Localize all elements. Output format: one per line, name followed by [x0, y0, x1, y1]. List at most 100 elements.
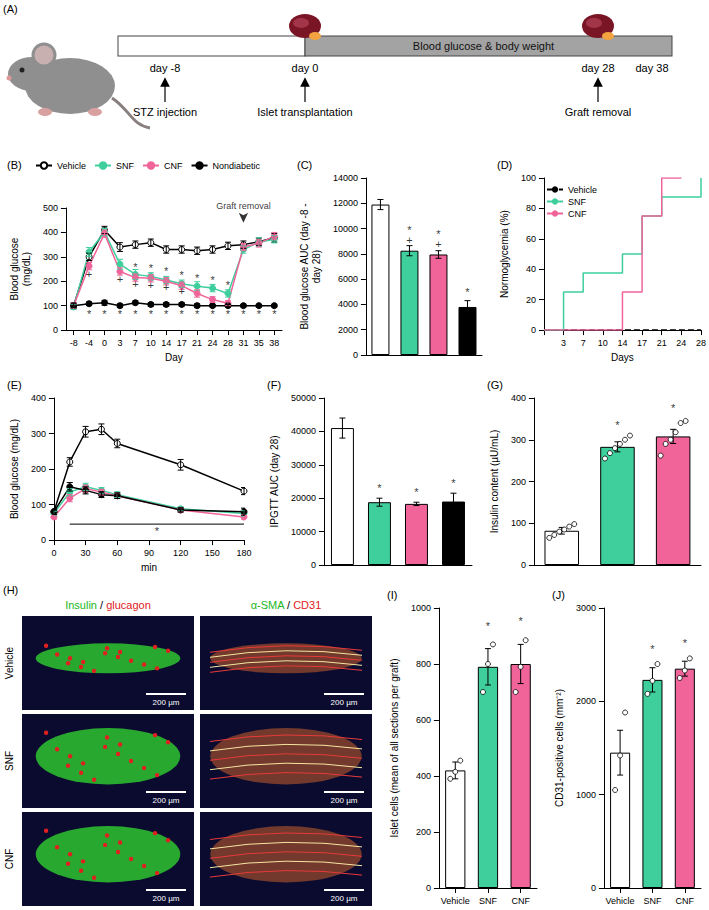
svg-text:*: *: [451, 477, 456, 489]
svg-text:17: 17: [637, 338, 647, 348]
svg-text:-8: -8: [70, 338, 78, 348]
svg-text:*: *: [118, 308, 123, 320]
svg-text:*: *: [407, 224, 412, 236]
svg-text:*: *: [102, 308, 107, 320]
svg-text:200: 200: [416, 827, 431, 837]
svg-text:+: +: [178, 285, 184, 297]
svg-text:*: *: [164, 265, 169, 277]
svg-text:200: 200: [31, 464, 46, 474]
svg-text:+: +: [132, 278, 138, 290]
svg-text:*: *: [377, 482, 382, 494]
svg-text:0: 0: [426, 883, 431, 893]
svg-text:(C): (C): [297, 159, 312, 171]
svg-text:Normoglycemia (%): Normoglycemia (%): [499, 210, 510, 298]
svg-text:*: *: [133, 261, 138, 273]
svg-text:12000: 12000: [333, 198, 358, 208]
svg-text:CNF: CNF: [4, 849, 15, 870]
svg-text:24: 24: [676, 338, 686, 348]
svg-text:200 µm: 200 µm: [153, 894, 180, 903]
svg-text:17: 17: [177, 338, 187, 348]
svg-text:3: 3: [561, 338, 566, 348]
svg-text:200: 200: [43, 276, 58, 286]
svg-text:180: 180: [236, 548, 251, 558]
svg-text:*: *: [241, 308, 246, 320]
svg-text:7: 7: [133, 338, 138, 348]
svg-text:Vehicle: Vehicle: [57, 161, 86, 171]
svg-text:100: 100: [511, 518, 526, 528]
svg-text:35: 35: [254, 338, 264, 348]
svg-text:Vehicle: Vehicle: [441, 896, 470, 906]
svg-text:600: 600: [416, 715, 431, 725]
svg-text:*: *: [180, 308, 185, 320]
svg-text:100: 100: [31, 500, 46, 510]
svg-text:14000: 14000: [333, 173, 358, 183]
svg-text:day 28): day 28): [311, 250, 322, 283]
svg-text:Blood glucose (mg/dL): Blood glucose (mg/dL): [9, 419, 20, 519]
svg-text:(D): (D): [497, 159, 512, 171]
svg-text:6000: 6000: [338, 274, 358, 284]
svg-text:80: 80: [526, 203, 536, 213]
svg-text:38: 38: [269, 338, 279, 348]
svg-text:*: *: [210, 308, 215, 320]
svg-text:+: +: [163, 281, 169, 293]
svg-text:Insulin content (µU/mL): Insulin content (µU/mL): [489, 430, 500, 534]
svg-text:0: 0: [591, 883, 596, 893]
svg-text:300: 300: [511, 435, 526, 445]
svg-text:28: 28: [696, 338, 706, 348]
svg-text:200 µm: 200 µm: [331, 698, 358, 707]
svg-text:10000: 10000: [291, 527, 316, 537]
svg-text:0: 0: [41, 535, 46, 545]
svg-text:120: 120: [173, 548, 188, 558]
svg-text:*: *: [149, 308, 154, 320]
svg-text:300: 300: [31, 429, 46, 439]
svg-text:(F): (F): [267, 379, 281, 391]
svg-text:α-SMA / CD31: α-SMA / CD31: [251, 599, 322, 611]
svg-text:40000: 40000: [291, 426, 316, 436]
svg-text:60: 60: [526, 234, 536, 244]
svg-text:*: *: [615, 419, 620, 431]
svg-text:4000: 4000: [338, 299, 358, 309]
svg-text:IPGTT AUC (day 28): IPGTT AUC (day 28): [269, 435, 280, 527]
svg-text:*: *: [195, 308, 200, 320]
svg-text:0: 0: [102, 338, 107, 348]
svg-text:(E): (E): [7, 379, 22, 391]
svg-text:40: 40: [526, 264, 536, 274]
svg-text:*: *: [226, 308, 231, 320]
svg-text:20000: 20000: [291, 493, 316, 503]
svg-text:0: 0: [531, 325, 536, 335]
svg-text:Vehicle: Vehicle: [568, 185, 597, 195]
svg-text:CNF: CNF: [676, 896, 695, 906]
svg-text:min: min: [141, 562, 157, 573]
svg-text:0: 0: [51, 548, 56, 558]
svg-text:0: 0: [53, 325, 58, 335]
svg-text:*: *: [436, 228, 441, 240]
svg-text:Blood glucose: Blood glucose: [9, 237, 20, 300]
svg-text:(I): (I): [387, 589, 397, 601]
svg-text:2000: 2000: [576, 696, 596, 706]
svg-text:*: *: [133, 308, 138, 320]
svg-text:31: 31: [238, 338, 248, 348]
svg-text:10000: 10000: [333, 224, 358, 234]
svg-text:10: 10: [146, 338, 156, 348]
svg-text:400: 400: [31, 393, 46, 403]
svg-text:400: 400: [511, 393, 526, 403]
svg-text:400: 400: [416, 771, 431, 781]
svg-text:800: 800: [416, 659, 431, 669]
svg-text:0: 0: [521, 560, 526, 570]
svg-text:*: *: [272, 308, 277, 320]
svg-text:500: 500: [43, 203, 58, 213]
svg-text:1000: 1000: [411, 603, 431, 613]
svg-text:Blood glucose & body weight: Blood glucose & body weight: [413, 40, 554, 52]
svg-text:Graft removal: Graft removal: [565, 106, 632, 118]
svg-text:*: *: [414, 486, 419, 498]
svg-text:50000: 50000: [291, 393, 316, 403]
svg-text:*: *: [164, 308, 169, 320]
svg-text:14: 14: [161, 338, 171, 348]
svg-text:CNF: CNF: [568, 209, 587, 219]
svg-text:SNF: SNF: [568, 197, 587, 207]
svg-text:-4: -4: [85, 338, 93, 348]
svg-text:(J): (J): [552, 589, 565, 601]
svg-text:Day: Day: [165, 352, 183, 363]
svg-text:Blood glucose AUC (day -8 -: Blood glucose AUC (day -8 -: [299, 203, 310, 329]
svg-text:Nondiabetic: Nondiabetic: [213, 161, 261, 171]
